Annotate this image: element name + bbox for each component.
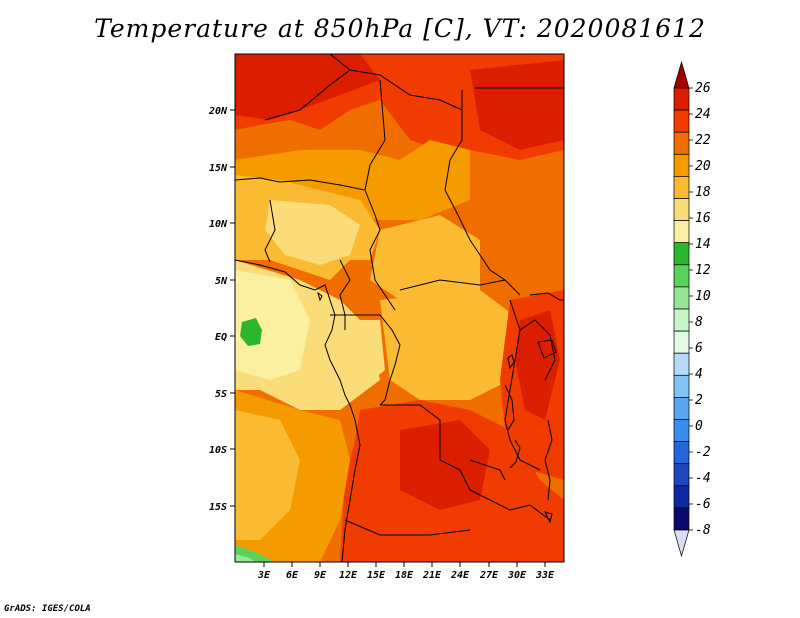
colorbar-bin — [673, 485, 690, 509]
colorbar-label: 14 — [695, 237, 711, 252]
colorbar-bin — [673, 286, 690, 310]
colorbar-bin — [673, 419, 690, 442]
colorbar-label: 6 — [695, 341, 703, 356]
colorbar-label: 18 — [695, 185, 711, 200]
colorbar-label: 20 — [695, 159, 711, 174]
colorbar-bin — [673, 507, 690, 531]
lon-label-6e: 6E — [286, 570, 299, 581]
colorbar-bin — [673, 397, 690, 420]
colorbar-bin — [673, 109, 690, 133]
colorbar-label: -8 — [695, 523, 711, 538]
colorbar-bottom-arrow — [673, 529, 690, 558]
colorbar-bin — [673, 374, 690, 398]
colorbar-label: 22 — [695, 133, 711, 148]
colorbar-label: 26 — [695, 81, 711, 96]
lon-label-9e: 9E — [314, 570, 327, 581]
grads-credit: GrADS: IGES/COLA — [4, 604, 91, 614]
colorbar-label: 2 — [695, 393, 703, 408]
colorbar-label: -4 — [695, 471, 711, 486]
lat-label-15n: 15N — [209, 163, 228, 174]
colorbar-label: 8 — [695, 315, 703, 330]
colorbar-label: 10 — [695, 289, 711, 304]
colorbar-label: 0 — [695, 419, 703, 434]
colorbar-bin — [673, 220, 690, 244]
lat-label-10s: 10S — [209, 445, 227, 456]
lat-label-15s: 15S — [209, 502, 227, 513]
colorbar-label: -6 — [695, 497, 711, 512]
lon-label-15e: 15E — [367, 570, 386, 581]
lon-label-21e: 21E — [422, 570, 442, 581]
colorbar-bin — [673, 198, 690, 221]
colorbar-bin — [673, 463, 690, 487]
lat-label-20n: 20N — [208, 106, 228, 117]
latitude-axis: 20N 15N 10N 5N EQ 5S 10S 15S — [208, 106, 235, 513]
lon-label-12e: 12E — [339, 570, 358, 581]
colorbar-label: 12 — [695, 263, 711, 278]
colorbar-label: 24 — [695, 107, 711, 122]
colorbar-bin — [673, 153, 690, 177]
longitude-axis: 3E 6E 9E 12E 15E 18E 21E 24E 27E 30E 33E — [257, 562, 555, 581]
temperature-field — [235, 54, 564, 562]
colorbar-bin — [673, 352, 690, 376]
lon-label-33e: 33E — [535, 570, 555, 581]
lat-label-5s: 5S — [215, 389, 227, 400]
colorbar-label: 4 — [695, 367, 703, 382]
coastlines-and-borders — [235, 54, 564, 562]
lon-label-3e: 3E — [257, 570, 271, 581]
map-frame — [234, 53, 565, 563]
colorbar-bin — [673, 176, 690, 199]
lat-label-5n: 5N — [215, 276, 228, 287]
lon-label-30e: 30E — [507, 570, 527, 581]
chart-title: Temperature at 850hPa [C], VT: 202008161… — [94, 14, 706, 43]
colorbar-bin — [673, 131, 690, 155]
colorbar-bin — [673, 330, 690, 354]
colorbar-bin — [673, 242, 690, 266]
lat-label-eq: EQ — [215, 332, 227, 343]
lon-label-24e: 24E — [450, 570, 470, 581]
colorbar-label: -2 — [695, 445, 711, 460]
colorbar-bin — [673, 441, 690, 465]
colorbar-bin — [673, 308, 690, 332]
lat-label-10n: 10N — [209, 219, 228, 230]
colorbar-top-arrow — [673, 60, 690, 89]
lon-label-27e: 27E — [479, 570, 499, 581]
colorbar-bin — [673, 264, 690, 288]
colorbar-label: 16 — [695, 211, 711, 226]
lon-label-18e: 18E — [395, 570, 414, 581]
colorbar-bin — [673, 87, 690, 111]
